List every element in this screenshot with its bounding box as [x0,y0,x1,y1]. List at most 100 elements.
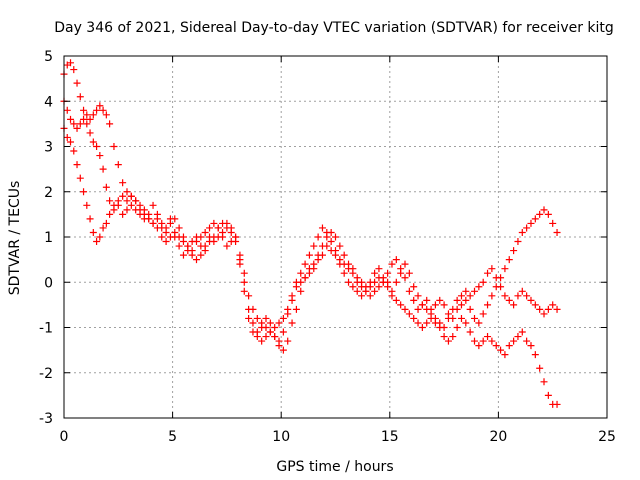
data-point [414,292,422,300]
data-point [418,301,426,309]
data-point [410,314,418,322]
data-point [99,224,107,232]
data-point [258,319,266,327]
data-point [323,242,331,250]
data-point [162,238,170,246]
data-point [271,324,279,331]
data-point [353,278,361,286]
data-point [371,269,379,277]
data-point [305,251,313,259]
data-point [179,238,187,246]
data-point [83,120,91,128]
data-point [549,219,557,227]
data-point [540,378,548,386]
data-point [96,233,104,241]
data-point [83,111,91,119]
data-point [89,138,97,146]
data-point [501,265,509,273]
data-point [323,228,331,236]
data-point [70,66,78,74]
data-point [553,305,561,313]
data-point [153,224,161,232]
data-point [475,342,483,350]
data-point [518,328,526,336]
data-point [288,319,296,327]
data-point [301,274,309,282]
data-point [227,238,235,246]
data-point [440,301,448,309]
data-point [279,328,287,336]
data-point [414,319,422,327]
data-point [475,319,483,327]
data-point [119,192,127,200]
data-point [436,296,444,304]
data-point [136,201,144,209]
data-point [70,120,78,128]
data-point [175,233,183,241]
data-point [240,287,248,295]
data-point [123,206,131,214]
data-point [175,242,183,250]
data-point [505,296,513,304]
data-point [253,333,261,341]
x-tick-label: 15 [381,429,399,445]
data-point [345,278,353,286]
data-point [114,197,122,205]
data-point [223,242,231,250]
data-point [462,296,470,304]
series-track-c [60,124,561,336]
data-point [201,228,209,236]
data-point [358,292,366,300]
data-point [527,342,535,350]
data-point [531,215,539,223]
data-point [271,333,279,341]
data-point [340,251,348,259]
data-point [405,287,413,295]
data-point [510,247,518,255]
data-point [379,278,387,286]
data-point [540,310,548,318]
x-tick-label: 0 [60,429,69,445]
data-point [136,210,144,218]
data-point [266,319,274,327]
data-point [76,120,84,128]
data-point [449,314,457,322]
data-point [527,296,535,304]
data-point [366,292,374,300]
data-point [436,319,444,327]
data-point [384,269,392,277]
data-point [479,337,487,345]
data-point [375,274,383,282]
data-point [184,242,192,250]
data-point [110,201,118,209]
data-point [362,287,370,295]
data-point [83,201,91,209]
data-point [301,260,309,268]
data-point [262,324,270,331]
data-point [236,260,244,268]
data-point [93,143,101,150]
data-point [531,301,539,309]
data-point [236,251,244,259]
data-point [544,305,552,313]
data-point [553,228,561,236]
data-point [132,206,140,214]
data-point [371,287,379,295]
data-point [332,233,339,241]
data-point [275,319,283,327]
data-point [523,224,531,232]
data-point [310,242,318,250]
y-tick-label: -3 [39,411,53,427]
data-point [471,287,479,295]
data-point [80,115,88,123]
data-point [106,120,114,128]
data-point [457,301,465,309]
data-point [253,314,261,322]
data-point [76,93,84,101]
data-point [375,283,383,291]
data-point [536,210,544,218]
data-point [497,274,505,282]
data-point [462,319,470,327]
data-point [401,305,409,313]
